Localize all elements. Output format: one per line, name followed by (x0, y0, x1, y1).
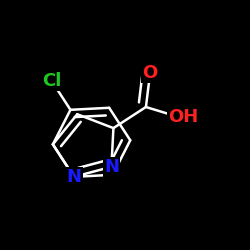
Text: O: O (142, 64, 158, 82)
Text: N: N (104, 158, 119, 176)
Text: Cl: Cl (42, 72, 61, 90)
Text: OH: OH (168, 108, 199, 126)
Text: N: N (66, 168, 82, 186)
